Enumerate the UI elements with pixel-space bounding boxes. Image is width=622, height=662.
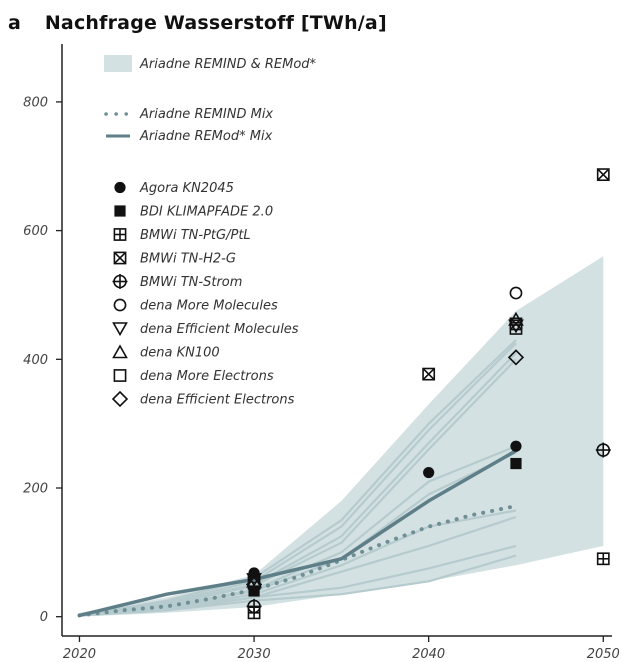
point-agora-kn2045-2030-shape: [248, 567, 260, 579]
point-dena-kn100-2045-shape: [508, 311, 524, 326]
legend-bmwi-tn-h2-g-marker-shape: [113, 251, 127, 265]
point-dena-efficient-molecules-2045: [508, 319, 524, 334]
scenario-line-1: [79, 339, 517, 617]
legend-agora-kn2045-marker-shape: [114, 181, 126, 194]
y-tick-label-800: 800: [23, 95, 48, 110]
legend-ariadne-remind-mix-label: Ariadne REMIND Mix: [139, 107, 273, 122]
chart-title: Nachfrage Wasserstoff [TWh/a]: [44, 12, 387, 34]
point-dena-efficient-electrons-2045: [507, 349, 525, 366]
point-bmwi-tn-ptg-ptl-2050: [596, 552, 610, 566]
legend-dena-more-molecules-label: dena More Molecules: [140, 299, 278, 314]
y-tick-label-0: 0: [40, 610, 48, 625]
legend-dena-efficient-electrons-marker: [111, 390, 129, 408]
remind-mix-line: [77, 504, 518, 618]
legend-bmwi-tn-ptg-ptl-label: BMWi TN-PtG/PtL: [140, 228, 251, 243]
point-bmwi-tn-h2-g-2050-shape: [596, 168, 610, 182]
legend-bmwi-tn-strom-label: BMWi TN-Strom: [140, 275, 242, 290]
axes-layer: 0 200 400 600 800 2020 2030 2040 2050: [23, 44, 620, 662]
point-dena-more-molecules-2045: [509, 286, 523, 300]
point-bdi-klimapfade-2-0-2045: [510, 457, 522, 470]
points-layer: [245, 168, 611, 620]
title-bar: a Nachfrage Wasserstoff [TWh/a]: [8, 8, 387, 38]
series-layer: [77, 448, 518, 618]
panel-letter: a: [8, 12, 21, 34]
point-dena-efficient-electrons-2030-shape: [245, 576, 263, 593]
point-bmwi-tn-h2-g-2040: [422, 367, 436, 381]
legend-band-swatch: [104, 55, 132, 72]
legend-dena-more-molecules-marker: [113, 298, 127, 312]
point-bmwi-tn-strom-2030: [246, 598, 262, 614]
legend-agora-kn2045-label: Agora KN2045: [139, 181, 234, 196]
point-agora-kn2045-2045-shape: [510, 440, 522, 452]
legend-dena-kn100-label: dena KN100: [140, 346, 220, 361]
y-tick-label-600: 600: [23, 224, 48, 239]
legend-bdi-klimapfade-2-0-marker: [114, 205, 126, 217]
legend-agora-kn2045-marker: [114, 181, 126, 194]
y-tick-label-400: 400: [23, 353, 48, 368]
point-agora-kn2045-2045: [510, 440, 522, 452]
legend-dena-more-molecules-marker-shape: [113, 298, 127, 312]
legend-bmwi-tn-h2-g-marker-d2: [113, 251, 127, 265]
legend-dena-more-electrons-marker-shape: [113, 369, 127, 382]
point-agora-kn2045-2040-shape: [423, 466, 435, 479]
scenario-lines-layer: [79, 339, 517, 617]
x-tick-label-2020: 2020: [63, 647, 96, 662]
legend-dena-efficient-molecules-marker-shape: [112, 322, 128, 337]
legend-dena-efficient-molecules-marker: [112, 322, 128, 337]
y-tick-label-200: 200: [23, 482, 48, 497]
legend-band-label: Ariadne REMIND & REMod*: [139, 57, 317, 72]
point-bmwi-tn-h2-g-2050-d2: [597, 168, 610, 181]
legend-ariadne-remod-mix-label: Ariadne REMod* Mix: [139, 129, 273, 144]
point-dena-more-electrons-2045: [509, 322, 523, 335]
legend-bmwi-tn-h2-g-label: BMWi TN-H2-G: [140, 252, 236, 267]
range-band: [79, 256, 604, 617]
legend: Ariadne REMIND & REMod* Ariadne REMIND Mi…: [104, 55, 317, 408]
point-dena-efficient-molecules-2045-shape: [508, 319, 524, 334]
legend-dena-more-electrons-label: dena More Electrons: [140, 369, 274, 384]
legend-dena-efficient-molecules-label: dena Efficient Molecules: [140, 322, 299, 337]
legend-bmwi-tn-ptg-ptl-marker: [113, 228, 127, 241]
point-dena-more-molecules-2045-shape: [509, 286, 523, 300]
point-dena-efficient-electrons-2030: [245, 576, 263, 593]
legend-dena-efficient-electrons-label: dena Efficient Electrons: [140, 393, 295, 408]
remod-mix-line: [77, 448, 518, 618]
legend-bdi-klimapfade-2-0-marker-shape: [114, 205, 126, 217]
x-tick-label-2030: 2030: [238, 647, 271, 662]
legend-dena-kn100-marker-shape: [112, 344, 128, 359]
legend-dena-more-electrons-marker: [113, 369, 127, 382]
point-agora-kn2045-2030: [248, 567, 260, 579]
point-bmwi-tn-strom-2050: [595, 442, 611, 458]
band-layer: [79, 256, 604, 617]
point-bmwi-tn-h2-g-2050: [596, 168, 610, 182]
legend-bdi-klimapfade-2-0-label: BDI KLIMAPFADE 2.0: [140, 205, 273, 220]
legend-bmwi-tn-strom-marker: [112, 274, 128, 289]
x-tick-label-2040: 2040: [412, 647, 445, 662]
point-dena-more-electrons-2045-shape: [509, 322, 523, 335]
x-tick-label-2050: 2050: [587, 647, 620, 662]
legend-bmwi-tn-h2-g-marker: [113, 251, 127, 265]
scenario-line-10: [79, 554, 517, 617]
legend-dena-efficient-electrons-marker-shape: [111, 390, 129, 408]
point-bmwi-tn-h2-g-2040-shape: [422, 367, 436, 381]
legend-dena-kn100-marker: [112, 344, 128, 359]
point-dena-efficient-electrons-2045-shape: [507, 349, 525, 366]
point-bmwi-tn-h2-g-2040-d2: [422, 367, 435, 381]
point-bdi-klimapfade-2-0-2045-shape: [510, 457, 522, 470]
point-agora-kn2045-2040: [423, 466, 435, 479]
point-dena-kn100-2045: [508, 311, 524, 326]
